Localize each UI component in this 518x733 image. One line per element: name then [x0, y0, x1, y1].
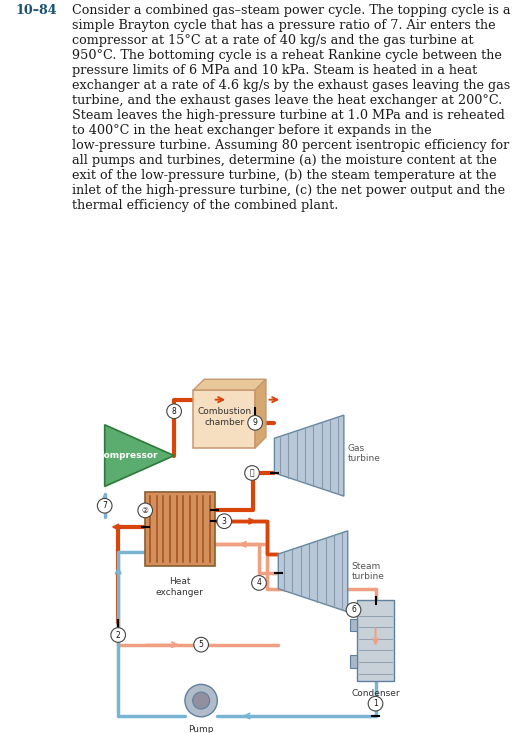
- Circle shape: [252, 575, 266, 590]
- Circle shape: [194, 637, 208, 652]
- Text: Steam
turbine: Steam turbine: [352, 561, 384, 581]
- Text: Consider a combined gas–steam power cycle. The topping cycle is a simple Brayton: Consider a combined gas–steam power cycl…: [71, 4, 510, 212]
- Text: 1: 1: [373, 699, 378, 708]
- Text: 7: 7: [102, 501, 107, 510]
- FancyBboxPatch shape: [357, 600, 394, 681]
- Circle shape: [138, 503, 152, 517]
- Circle shape: [167, 404, 181, 419]
- Text: 6: 6: [351, 605, 356, 614]
- FancyBboxPatch shape: [145, 493, 214, 566]
- Circle shape: [368, 696, 383, 711]
- Text: Gas
turbine: Gas turbine: [348, 444, 381, 463]
- Text: Heat
exchanger: Heat exchanger: [156, 577, 204, 597]
- FancyBboxPatch shape: [351, 655, 357, 668]
- Text: 4: 4: [256, 578, 262, 587]
- Text: ②: ②: [142, 506, 149, 515]
- Circle shape: [244, 465, 260, 480]
- Circle shape: [111, 627, 125, 642]
- Circle shape: [97, 498, 112, 513]
- Text: 2: 2: [116, 630, 121, 639]
- Circle shape: [248, 416, 263, 430]
- Text: Compressor: Compressor: [97, 451, 158, 460]
- FancyBboxPatch shape: [351, 619, 357, 631]
- Text: ⒑: ⒑: [250, 468, 254, 477]
- Polygon shape: [105, 424, 174, 487]
- Circle shape: [346, 603, 361, 617]
- Text: Combustion
chamber: Combustion chamber: [197, 408, 251, 427]
- FancyBboxPatch shape: [193, 390, 255, 448]
- Circle shape: [185, 685, 218, 717]
- Text: 9: 9: [253, 419, 257, 427]
- Text: Pump: Pump: [189, 724, 214, 733]
- Polygon shape: [255, 379, 266, 448]
- Polygon shape: [275, 415, 344, 496]
- Text: 8: 8: [172, 407, 177, 416]
- Circle shape: [217, 514, 232, 528]
- Circle shape: [193, 692, 210, 709]
- Polygon shape: [193, 379, 266, 390]
- Text: 5: 5: [199, 640, 204, 649]
- Text: 10–84: 10–84: [16, 4, 57, 17]
- Text: 3: 3: [222, 517, 227, 526]
- Polygon shape: [278, 531, 348, 612]
- Text: Condenser: Condenser: [351, 689, 400, 698]
